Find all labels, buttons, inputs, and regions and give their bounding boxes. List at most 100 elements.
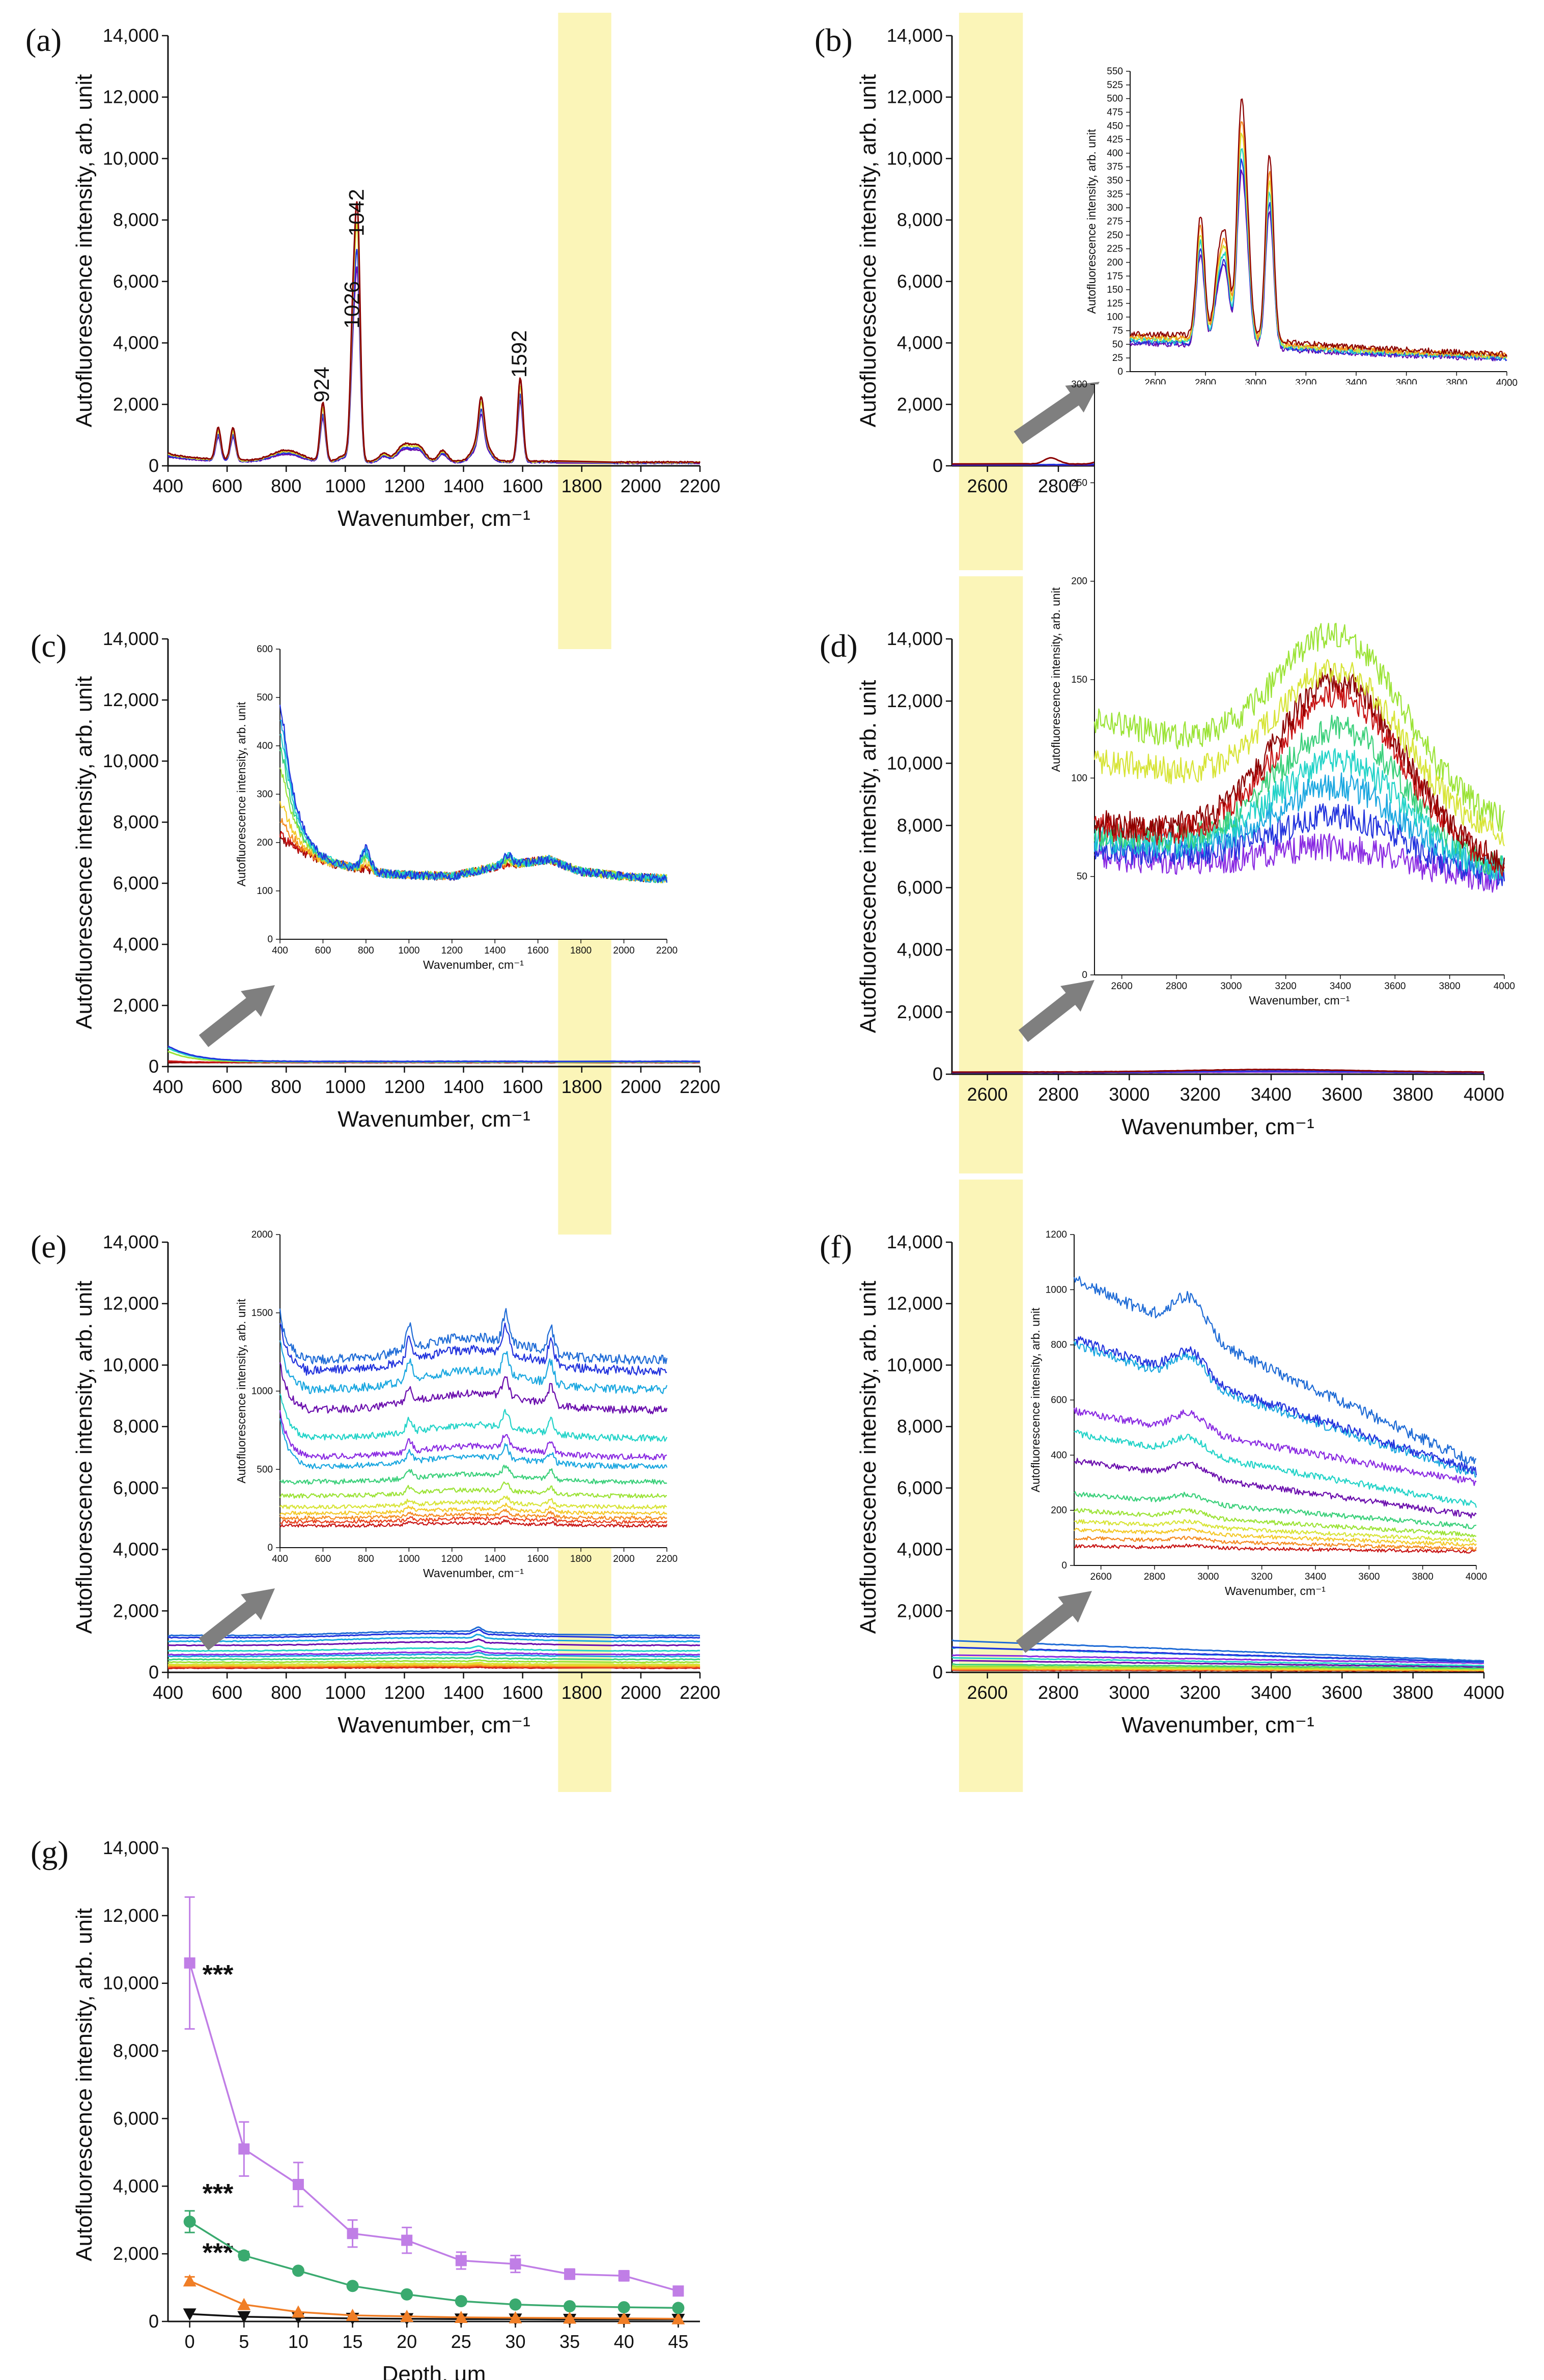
inset-spectrum-line (1093, 680, 1505, 877)
data-point-square (401, 2234, 413, 2246)
x-tick-label: 1400 (484, 945, 506, 956)
series-line (189, 1963, 679, 2292)
y-tick-label: 6,000 (113, 1477, 159, 1498)
spectrum-line (167, 201, 701, 464)
x-axis-label: Wavenumber, cm⁻¹ (423, 1566, 524, 1580)
zoom-arrow-icon (1014, 382, 1100, 444)
y-tick-label: 6,000 (113, 2108, 159, 2129)
x-tick-label: 600 (315, 945, 331, 956)
data-point-circle (346, 2280, 359, 2292)
y-tick-label: 2,000 (897, 1001, 943, 1022)
data-point-square (347, 2228, 358, 2239)
inset-spectrum-line (279, 1519, 668, 1528)
y-tick-label: 250 (1107, 230, 1123, 241)
data-point-circle (617, 2301, 630, 2314)
panel-label: (g) (31, 1834, 69, 1870)
x-tick-label: 45 (668, 2331, 688, 2352)
y-tick-label: 150 (1071, 675, 1087, 685)
y-tick-label: 12,000 (103, 1905, 159, 1926)
y-tick-label: 14,000 (103, 25, 159, 46)
main-plot-series (167, 1045, 700, 1063)
data-point-circle (509, 2298, 522, 2311)
y-tick-label: 0 (1082, 970, 1087, 981)
inset-spectrum-line (1093, 772, 1505, 881)
x-tick-label: 2800 (1038, 1682, 1079, 1703)
x-tick-label: 3400 (1251, 1084, 1292, 1105)
spectrum-line (952, 1665, 1484, 1670)
y-axis-label: Autofluorescence intensity, arb. unit (235, 1299, 248, 1483)
x-tick-label: 5 (239, 2331, 249, 2352)
inset-spectrum-line (1074, 1543, 1477, 1554)
y-tick-label: 200 (1051, 1505, 1067, 1516)
data-point-circle (455, 2295, 467, 2308)
series-triangle (183, 2274, 685, 2325)
y-tick-label: 14,000 (887, 1231, 943, 1252)
x-tick-label: 1000 (325, 1076, 366, 1097)
data-point-square (510, 2258, 521, 2270)
x-tick-label: 400 (153, 1076, 183, 1097)
x-tick-label: 3200 (1251, 1572, 1273, 1582)
x-axis-label: Depth, µm (382, 2362, 486, 2380)
x-tick-label: 40 (614, 2331, 634, 2352)
x-tick-label: 2600 (967, 475, 1008, 496)
inset-spectrum-line (1074, 1458, 1477, 1519)
y-tick-label: 12,000 (103, 87, 159, 107)
inset-spectrum-line (279, 1495, 667, 1509)
y-tick-label: 2,000 (113, 2243, 159, 2264)
y-tick-label: 4,000 (113, 2175, 159, 2196)
x-tick-label: 35 (559, 2331, 580, 2352)
series-circle (183, 2210, 685, 2314)
inset-spectrum-line (1130, 98, 1508, 357)
x-tick-label: 2600 (967, 1084, 1008, 1105)
y-tick-label: 0 (933, 1662, 943, 1683)
x-tick-label: 1000 (325, 1682, 366, 1703)
y-tick-label: 12,000 (887, 1293, 943, 1314)
inset-spectrum-line (279, 1508, 667, 1521)
x-tick-label: 2000 (621, 475, 661, 496)
spectrum-line (167, 1045, 700, 1062)
y-tick-label: 0 (267, 1543, 273, 1553)
inset-spectrum-line (279, 1308, 668, 1365)
spectrum-line (167, 1629, 700, 1639)
peak-label: 1026 (340, 281, 363, 328)
inset-spectrum-line (1074, 1336, 1477, 1476)
x-tick-label: 0 (185, 2331, 195, 2352)
y-tick-label: 0 (1061, 1560, 1067, 1571)
inset-plot: 0 100 200 300 400 500 600 400 600 800 1000 1200 1400… (235, 644, 678, 971)
inset-spectrum-line (279, 1418, 668, 1469)
spectrum-line (167, 1626, 700, 1637)
x-tick-label: 2800 (1038, 1084, 1079, 1105)
data-point-square (292, 2178, 304, 2190)
panel-g: (g) 0 2,000 4,000 6,000 8,000 10,000 12,000 14,0… (31, 1834, 700, 2380)
data-point-circle (183, 2216, 196, 2228)
x-tick-label: 10 (288, 2331, 308, 2352)
x-tick-label: 3400 (1305, 1572, 1326, 1582)
x-tick-label: 3600 (1322, 1084, 1362, 1105)
y-tick-label: 25 (1112, 353, 1123, 363)
y-tick-label: 400 (257, 741, 273, 751)
data-point-square (618, 2270, 630, 2282)
y-tick-label: 0 (149, 1056, 159, 1077)
x-tick-label: 4000 (1466, 1572, 1487, 1582)
x-tick-label: 1600 (527, 1554, 549, 1564)
main-plot-series (951, 1069, 1484, 1074)
panel-label: (e) (31, 1228, 67, 1265)
y-tick-label: 8,000 (113, 1416, 159, 1437)
y-tick-label: 8,000 (897, 815, 943, 835)
spectrum-line (167, 1656, 700, 1661)
data-point-triangle (291, 2305, 305, 2318)
panel-f: (f) 0 2,000 4,000 6,000 8,000 10,000 12,000 14,0… (820, 1228, 1504, 1738)
y-tick-label: 800 (1051, 1340, 1067, 1351)
y-tick-label: 4,000 (897, 332, 943, 353)
x-tick-label: 3600 (1358, 1572, 1380, 1582)
inset-spectrum-line (1074, 1519, 1477, 1543)
panels-layer: (a) 0 2,000 4,000 6,000 8,000 10,000 12,000 14,0… (25, 22, 1518, 2380)
data-point-circle (238, 2249, 250, 2262)
significance-marker: *** (203, 1960, 234, 1990)
spectrum-line (167, 1651, 700, 1658)
data-point-square (455, 2255, 467, 2266)
y-tick-label: 300 (1071, 379, 1087, 390)
inset-spectrum-line (279, 1393, 668, 1442)
inset-spectrum-line (279, 1481, 667, 1499)
x-tick-label: 1000 (398, 945, 419, 956)
